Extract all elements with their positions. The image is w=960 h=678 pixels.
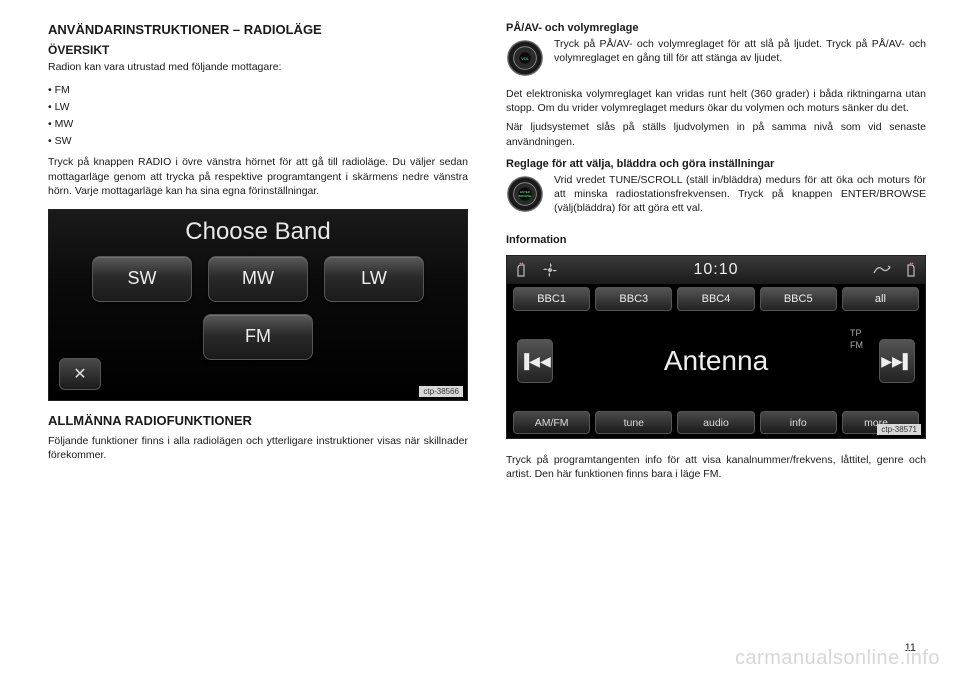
choose-band-title: Choose Band	[185, 218, 330, 246]
seek-next-button[interactable]: ▶▶▌	[879, 339, 915, 383]
volume-knob-icon: VOL	[506, 39, 544, 77]
lw-button[interactable]: LW	[324, 256, 424, 302]
tune-para: Vrid vredet TUNE/SCROLL (ställ in/bläddr…	[554, 173, 926, 216]
band-button-row2: FM	[203, 314, 313, 360]
volume-icon-row: VOL Tryck på PÅ/AV- och volymreglaget fö…	[506, 37, 926, 77]
tune-icon-row: ENTER BROWSE Vrid vredet TUNE/SCROLL (st…	[506, 173, 926, 221]
list-item: FM	[48, 82, 468, 99]
fm-tag: FM	[850, 340, 863, 352]
page-number: 11	[905, 642, 916, 654]
seat-heat-right-icon	[897, 261, 919, 279]
amfm-button[interactable]: AM/FM	[513, 411, 590, 434]
seek-prev-button[interactable]: ▐◀◀	[517, 339, 553, 383]
choose-band-screenshot: Choose Band SW MW LW FM ✕ ctp-38566	[48, 209, 468, 401]
info-button[interactable]: info	[760, 411, 837, 434]
volume-para3: När ljudsystemet slås på ställs ljudvoly…	[506, 120, 926, 148]
heading-user-instructions: ANVÄNDARINSTRUKTIONER – RADIOLÄGE	[48, 22, 468, 37]
figure-caption: ctp-38571	[877, 424, 921, 435]
heading-general-functions: ALLMÄNNA RADIOFUNKTIONER	[48, 413, 468, 428]
fm-button[interactable]: FM	[203, 314, 313, 360]
volume-para2: Det elektroniska volymreglaget kan vrida…	[506, 87, 926, 115]
radio-status-bar: 10:10	[507, 256, 925, 284]
overview-intro: Radion kan vara utrustad med följande mo…	[48, 60, 468, 74]
overview-paragraph: Tryck på knappen RADIO i övre vänstra hö…	[48, 155, 468, 198]
right-column: PÅ/AV- och volymreglage VOL Tryck på PÅ/…	[506, 22, 926, 487]
preset-bbc3[interactable]: BBC3	[595, 287, 672, 311]
close-button[interactable]: ✕	[59, 358, 101, 390]
heading-volume-control: PÅ/AV- och volymreglage	[506, 22, 926, 34]
heading-tune-control: Reglage för att välja, bläddra och göra …	[506, 158, 926, 170]
band-button-row: SW MW LW	[92, 256, 424, 302]
heading-information: Information	[506, 234, 926, 246]
preset-bbc5[interactable]: BBC5	[760, 287, 837, 311]
left-column: ANVÄNDARINSTRUKTIONER – RADIOLÄGE ÖVERSI…	[48, 22, 468, 487]
preset-bbc1[interactable]: BBC1	[513, 287, 590, 311]
volume-para1: Tryck på PÅ/AV- och volymreglaget för at…	[554, 37, 926, 65]
radio-bottom-row: AM/FM tune audio info more...	[507, 408, 925, 438]
band-list: FM LW MW SW	[48, 82, 468, 149]
tune-button[interactable]: tune	[595, 411, 672, 434]
airflow-icon	[871, 261, 893, 279]
list-item: LW	[48, 99, 468, 116]
preset-row: BBC1 BBC3 BBC4 BBC5 all	[507, 284, 925, 314]
tp-tag: TP	[850, 328, 863, 340]
list-item: MW	[48, 116, 468, 133]
clock-display: 10:10	[693, 261, 738, 279]
preset-bbc4[interactable]: BBC4	[677, 287, 754, 311]
list-item: SW	[48, 133, 468, 150]
station-display: Antenna	[561, 345, 871, 377]
info-paragraph: Tryck på programtangenten info för att v…	[506, 453, 926, 481]
station-name: Antenna	[664, 345, 768, 377]
seat-heat-left-icon	[513, 261, 535, 279]
tune-knob-icon: ENTER BROWSE	[506, 175, 544, 213]
general-paragraph: Följande funktioner finns i alla radiolä…	[48, 434, 468, 462]
vol-label: VOL	[521, 57, 529, 61]
sw-button[interactable]: SW	[92, 256, 192, 302]
radio-info-screenshot: 10:10 BBC1 BBC3 BBC4 BBC5 all	[506, 255, 926, 439]
preset-all[interactable]: all	[842, 287, 919, 311]
fan-icon	[539, 261, 561, 279]
svg-text:BROWSE: BROWSE	[519, 194, 532, 198]
figure-caption: ctp-38566	[419, 386, 463, 397]
heading-overview: ÖVERSIKT	[48, 43, 468, 57]
radio-tags: TP FM	[850, 328, 863, 351]
audio-button[interactable]: audio	[677, 411, 754, 434]
mw-button[interactable]: MW	[208, 256, 308, 302]
radio-main-area: ▐◀◀ Antenna ▶▶▌ TP FM	[507, 314, 925, 408]
